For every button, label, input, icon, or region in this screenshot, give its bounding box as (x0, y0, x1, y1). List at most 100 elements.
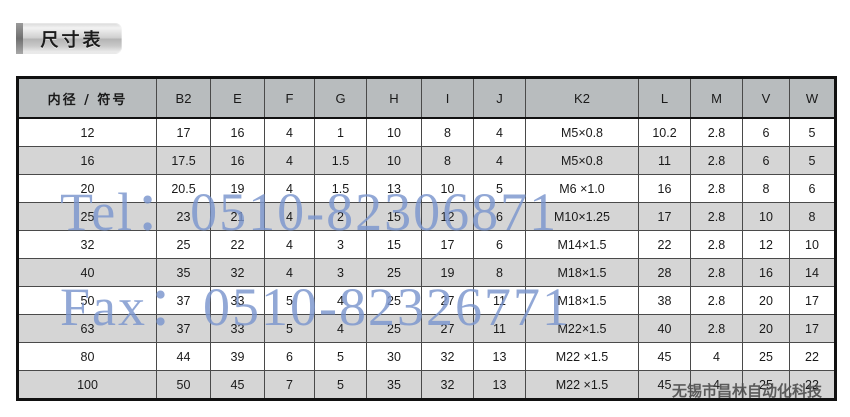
cell-value: 13 (366, 174, 422, 203)
cell-value: 45 (210, 370, 265, 400)
cell-value: 4 (264, 230, 315, 259)
cell-value: 6 (473, 202, 526, 231)
cell-value: 20 (742, 314, 790, 343)
cell-value: 11 (473, 286, 526, 315)
cell-value: 20.5 (156, 174, 211, 203)
table-row: 12 17 16 4 1 10 8 4 M5×0.8 10.2 2.8 6 5 (17, 117, 836, 147)
cell-value: 8 (789, 202, 836, 231)
cell-value: M5×0.8 (525, 117, 639, 147)
cell-value: 4 (473, 117, 526, 147)
cell-value: 16 (742, 258, 790, 287)
table-row: 100 50 45 7 5 35 32 13 M22 ×1.5 45 4 25 22 (17, 370, 836, 400)
cell-value: M5×0.8 (525, 146, 639, 175)
cell-value: 45 (638, 370, 691, 400)
cell-value: 15 (366, 230, 422, 259)
cell-value: 28 (638, 258, 691, 287)
cell-bore-size: 50 (17, 286, 157, 315)
cell-value: 2.8 (690, 117, 743, 147)
cell-value: 6 (742, 117, 790, 147)
cell-value: 10 (789, 230, 836, 259)
cell-value: 17 (789, 286, 836, 315)
table-row: 20 20.5 19 4 1.5 13 10 5 M6 ×1.0 16 2.8 8 6 (17, 174, 836, 203)
cell-value: 13 (473, 370, 526, 400)
cell-value: 17 (421, 230, 474, 259)
cell-value: 32 (421, 342, 474, 371)
cell-value: 2.8 (690, 146, 743, 175)
cell-value: 5 (264, 286, 315, 315)
cell-value: M6 ×1.0 (525, 174, 639, 203)
cell-value: 33 (210, 286, 265, 315)
cell-value: 19 (421, 258, 474, 287)
cell-value: 40 (638, 314, 691, 343)
cell-value: 6 (789, 174, 836, 203)
cell-value: 32 (421, 370, 474, 400)
table-row: 63 37 33 5 4 25 27 11 M22×1.5 40 2.8 20 17 (17, 314, 836, 343)
cell-value: 4 (690, 370, 743, 400)
cell-value: 1.5 (314, 174, 367, 203)
cell-value: 14 (789, 258, 836, 287)
cell-value: 22 (789, 370, 836, 400)
cell-value: M22 ×1.5 (525, 370, 639, 400)
cell-value: 6 (742, 146, 790, 175)
cell-value: 12 (421, 202, 474, 231)
cell-bore-size: 12 (17, 117, 157, 147)
cell-value: 17 (789, 314, 836, 343)
cell-value: M14×1.5 (525, 230, 639, 259)
column-header-l: L (638, 77, 691, 119)
cell-bore-size: 16 (17, 146, 157, 175)
cell-value: 35 (156, 258, 211, 287)
cell-value: 20 (742, 286, 790, 315)
column-header-k2: K2 (525, 77, 639, 119)
table-row: 80 44 39 6 5 30 32 13 M22 ×1.5 45 4 25 22 (17, 342, 836, 371)
cell-value: 27 (421, 314, 474, 343)
cell-bore-size: 100 (17, 370, 157, 400)
column-header-g: G (314, 77, 367, 119)
cell-value: 35 (366, 370, 422, 400)
table-header-row: 内径 / 符号 B2 E F G H I J K2 L M V W (17, 77, 836, 119)
cell-value: 10 (366, 117, 422, 147)
cell-value: 3 (314, 258, 367, 287)
cell-bore-size: 40 (17, 258, 157, 287)
cell-value: 4 (264, 117, 315, 147)
cell-bore-size: 20 (17, 174, 157, 203)
cell-value: 4 (264, 174, 315, 203)
cell-value: 5 (314, 342, 367, 371)
table-row: 40 35 32 4 3 25 19 8 M18×1.5 28 2.8 16 14 (17, 258, 836, 287)
column-header-e: E (210, 77, 265, 119)
cell-value: M10×1.25 (525, 202, 639, 231)
column-header-h: H (366, 77, 422, 119)
cell-value: 8 (421, 117, 474, 147)
column-header-bore: 内径 / 符号 (17, 77, 157, 119)
table-row: 32 25 22 4 3 15 17 6 M14×1.5 22 2.8 12 10 (17, 230, 836, 259)
table-row: 16 17.5 16 4 1.5 10 8 4 M5×0.8 11 2.8 6 5 (17, 146, 836, 175)
cell-value: 25 (156, 230, 211, 259)
cell-value: 1.5 (314, 146, 367, 175)
cell-value: M18×1.5 (525, 286, 639, 315)
cell-value: 13 (473, 342, 526, 371)
cell-value: 2.8 (690, 286, 743, 315)
cell-bore-size: 63 (17, 314, 157, 343)
cell-value: 33 (210, 314, 265, 343)
table-row: 50 37 33 5 4 25 27 11 M18×1.5 38 2.8 20 17 (17, 286, 836, 315)
cell-value: 17.5 (156, 146, 211, 175)
cell-value: 38 (638, 286, 691, 315)
cell-value: 23 (156, 202, 211, 231)
cell-value: 4 (314, 314, 367, 343)
cell-value: 4 (473, 146, 526, 175)
cell-value: 37 (156, 314, 211, 343)
cell-value: 11 (473, 314, 526, 343)
cell-value: 4 (314, 286, 367, 315)
cell-value: 2.8 (690, 230, 743, 259)
cell-value: 30 (366, 342, 422, 371)
column-header-m: M (690, 77, 743, 119)
column-header-v: V (742, 77, 790, 119)
cell-value: 5 (789, 146, 836, 175)
column-header-i: I (421, 77, 474, 119)
cell-value: 4 (264, 146, 315, 175)
section-title-banner: 尺寸表 (16, 23, 122, 54)
cell-value: 22 (789, 342, 836, 371)
dimension-table-container: 内径 / 符号 B2 E F G H I J K2 L M V W 12 17 16 4 1 10 8 4 M5×0.8… (16, 76, 837, 401)
cell-value: M22×1.5 (525, 314, 639, 343)
cell-value: 10 (366, 146, 422, 175)
cell-value: M18×1.5 (525, 258, 639, 287)
